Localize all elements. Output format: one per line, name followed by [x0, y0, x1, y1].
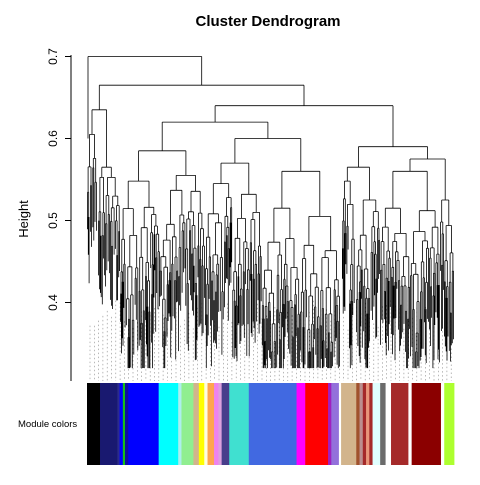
module-color-segment-brown — [369, 383, 373, 465]
y-axis-label: Height — [16, 200, 31, 238]
module-color-segment-black — [87, 383, 101, 465]
module-color-segment-orange — [207, 383, 215, 465]
module-color-segment-rosybrown — [359, 383, 364, 465]
module-color-segment-plum — [218, 383, 223, 465]
module-color-segment-darkred — [411, 383, 442, 465]
module-color-segment-tan — [341, 383, 357, 465]
module-color-segment-white — [385, 383, 392, 465]
module-color-segment-royalblue — [248, 383, 297, 465]
module-color-segment-darkslateblue — [117, 383, 120, 465]
module-color-segment-violet — [214, 383, 219, 465]
module-color-segment-salmon — [366, 383, 370, 465]
module-color-segment-blue — [119, 383, 124, 465]
module-color-segment-brown — [362, 383, 367, 465]
y-tick-label: 0.7 — [46, 48, 60, 65]
module-color-segment-green — [122, 383, 126, 465]
module-color-segment-tan — [193, 383, 200, 465]
module-color-segment-greenyellow — [444, 383, 455, 465]
module-color-segment-blue — [128, 383, 160, 465]
module-color-segment-yellow — [198, 383, 205, 465]
module-color-segment-magenta — [296, 383, 306, 465]
dendrogram-tree — [87, 56, 454, 369]
module-color-segment-brown — [391, 383, 409, 465]
module-colors-label: Module colors — [18, 419, 77, 430]
dendrogram-branches — [87, 56, 454, 369]
module-color-segment-darkmagenta — [328, 383, 332, 465]
module-color-segment-darkgrey — [380, 383, 386, 465]
y-tick-label: 0.5 — [46, 212, 60, 229]
module-color-segment-sienna — [356, 383, 360, 465]
module-color-segment-mediumpurple — [331, 383, 340, 465]
module-color-bar — [87, 383, 455, 465]
module-color-segment-white — [408, 383, 413, 465]
y-axis: 0.4 0.5 0.6 0.7 — [46, 48, 72, 381]
module-color-segment-midnightblue — [100, 383, 118, 465]
module-color-segment-lightyellow — [204, 383, 208, 465]
module-color-segment-darkblue — [125, 383, 129, 465]
module-color-segment-darkslateblue — [221, 383, 230, 465]
y-tick-label: 0.4 — [46, 294, 60, 311]
module-color-segment-turquoise — [229, 383, 250, 465]
module-color-segment-red — [305, 383, 329, 465]
module-color-segment-white — [338, 383, 342, 465]
module-color-segment-white — [440, 383, 445, 465]
module-color-segment-lightcyan — [372, 383, 381, 465]
module-color-segment-paleturquoise — [178, 383, 182, 465]
module-color-segment-lightgreen — [181, 383, 194, 465]
module-color-segment-cyan — [158, 383, 179, 465]
y-tick-label: 0.6 — [46, 130, 60, 147]
chart-title: Cluster Dendrogram — [195, 13, 340, 30]
